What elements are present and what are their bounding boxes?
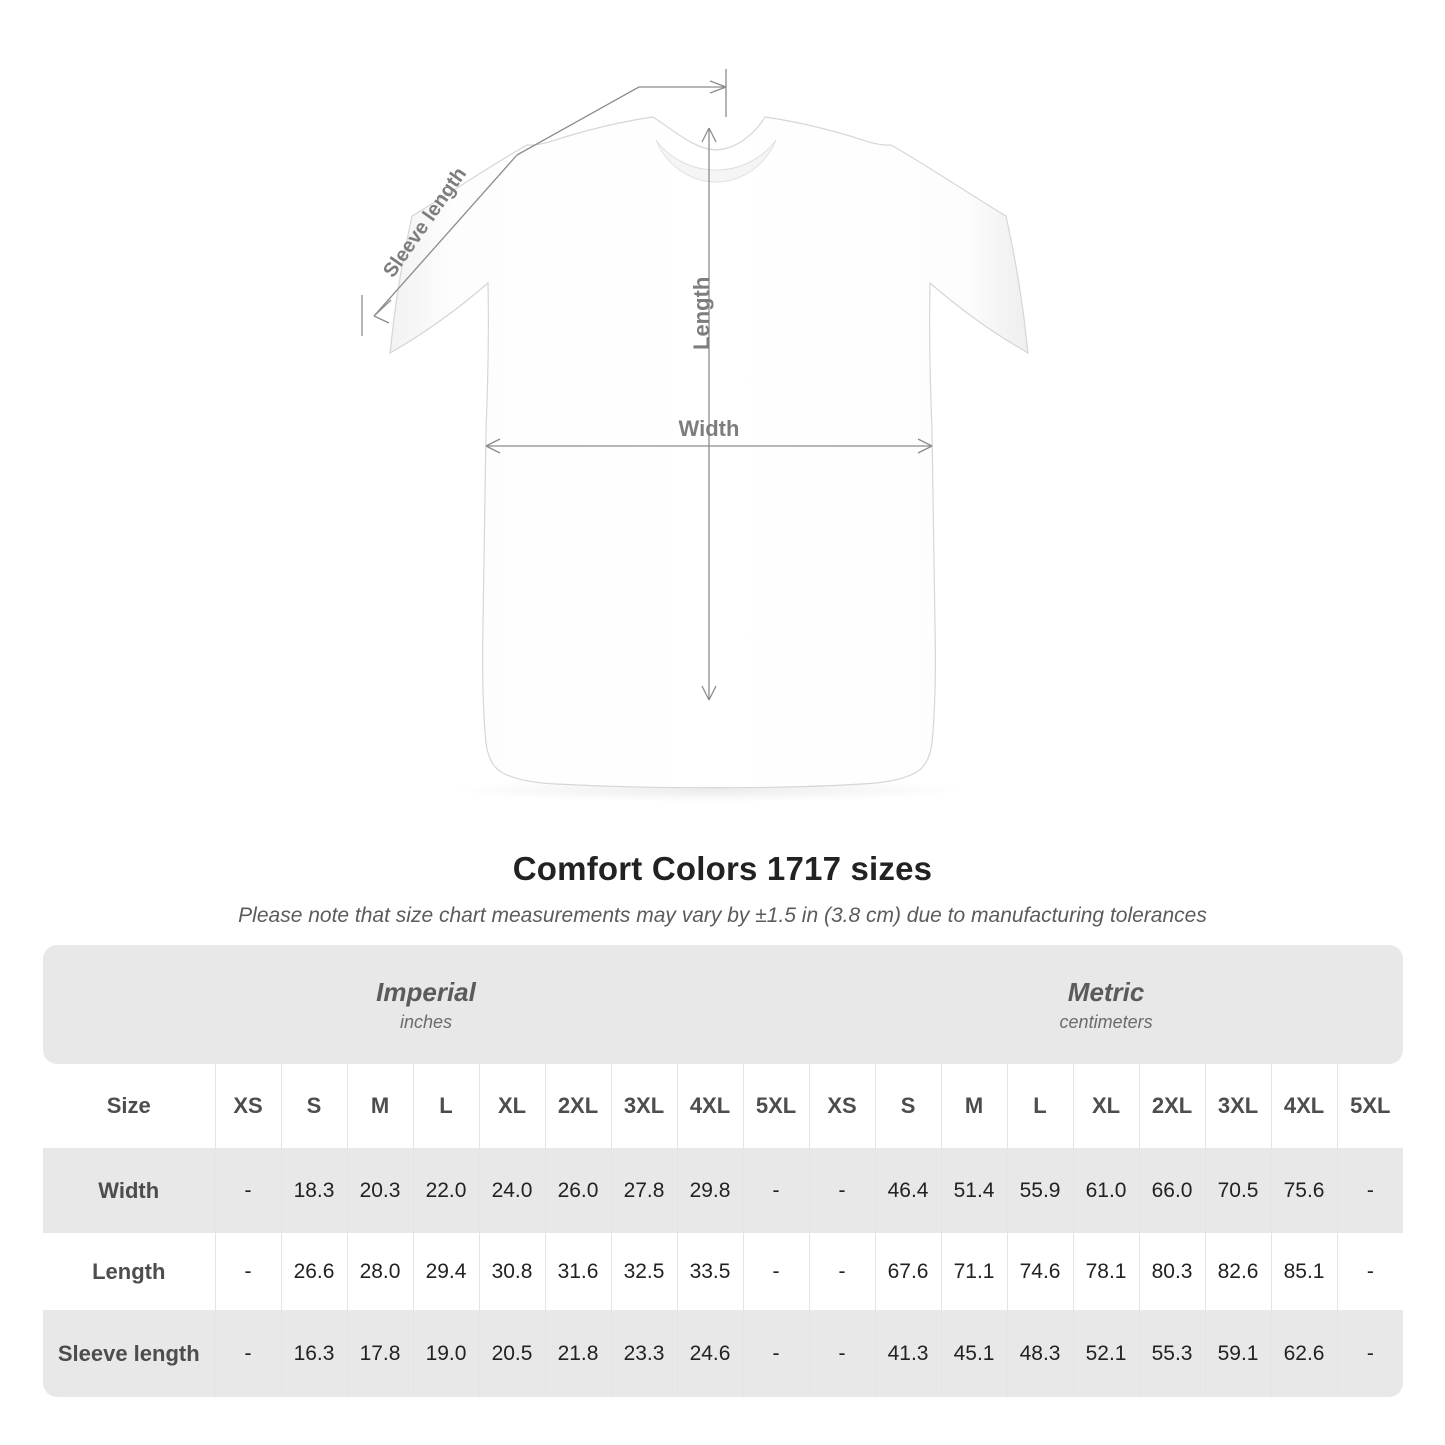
svg-text:Width: Width (679, 416, 740, 441)
svg-text:Length: Length (689, 277, 714, 350)
